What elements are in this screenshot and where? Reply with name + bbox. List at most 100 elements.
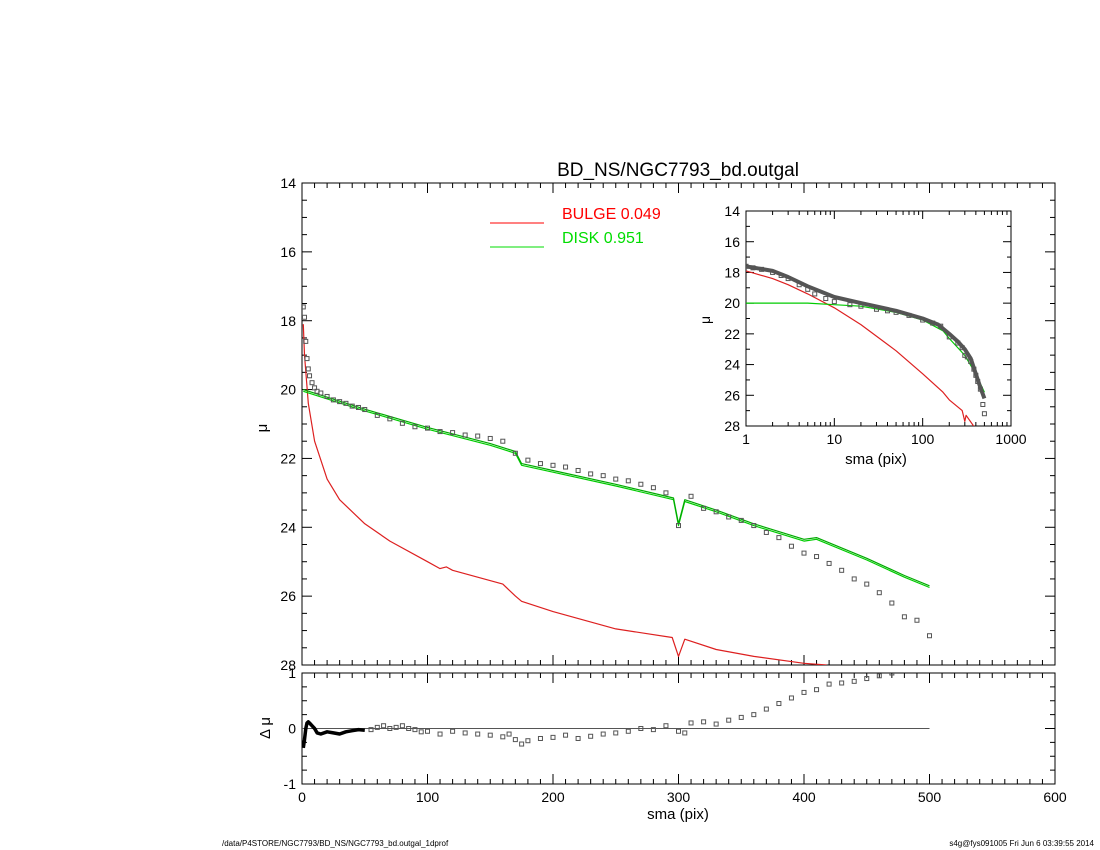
resid-data-point — [763, 706, 769, 712]
resid-xlabel: sma (pix) — [647, 806, 709, 823]
main-ytick-label: 16 — [280, 244, 296, 260]
main-data-point — [638, 481, 644, 487]
main-data-point — [575, 467, 581, 473]
main-data-point — [751, 523, 757, 529]
main-data-point — [437, 429, 443, 435]
main-ylabel: μ — [254, 424, 271, 433]
inset-ytick-label: 20 — [724, 295, 740, 311]
main-data-point — [726, 514, 732, 520]
resid-data-point — [613, 730, 619, 736]
inset-data-point — [778, 273, 784, 278]
main-data-point — [475, 433, 481, 439]
main-ytick-label: 26 — [280, 588, 296, 604]
inset-data-point — [959, 345, 965, 351]
main-data-point — [537, 461, 543, 467]
resid-xtick-label: 100 — [416, 789, 440, 805]
inset-data-point — [831, 299, 837, 305]
main-data-point — [625, 478, 631, 484]
footer-file-path: /data/P4STORE/NGC7793/BD_NS/NGC7793_bd.o… — [222, 839, 449, 848]
main-data-point — [588, 471, 594, 477]
resid-data-point — [437, 731, 443, 737]
resid-data-point — [537, 735, 543, 741]
resid-data-point — [864, 676, 870, 682]
inset-data-point — [975, 378, 981, 384]
inset-data-point — [980, 402, 986, 407]
main-data-point — [901, 614, 907, 620]
main-data-point — [302, 314, 308, 320]
main-data-point — [525, 457, 531, 463]
inset-ytick-label: 26 — [724, 387, 740, 403]
resid-data-point — [751, 712, 757, 718]
main-data-point — [876, 590, 882, 596]
resid-data-point — [889, 673, 895, 676]
inset-data-point — [977, 386, 983, 392]
resid-data-point — [839, 680, 845, 686]
resid-data-point — [387, 726, 393, 731]
resid-xtick-label: 300 — [667, 789, 691, 805]
main-data-point — [318, 390, 324, 396]
inset-data-point — [893, 309, 899, 315]
resid-data-point — [506, 731, 512, 737]
main-data-point — [676, 523, 681, 529]
resid-data-point — [726, 717, 732, 723]
inset-data-point — [973, 372, 979, 378]
inset-data-point — [955, 340, 961, 346]
legend-label-disk: DISK 0.951 — [562, 230, 644, 247]
main-data-point — [330, 397, 336, 403]
main-data-point — [738, 517, 744, 523]
main-ytick-label: 28 — [280, 657, 296, 673]
inset-ytick-label: 28 — [724, 418, 740, 434]
inset-data-point — [785, 276, 791, 282]
resid-data-point — [393, 724, 399, 730]
main-data-point — [362, 407, 368, 413]
resid-data-point — [876, 673, 882, 679]
main-data-point — [776, 535, 782, 541]
inset-data-point — [946, 334, 952, 340]
inset-data-point — [981, 411, 987, 417]
inset-ytick-label: 18 — [724, 264, 740, 280]
resid-data-point — [801, 689, 807, 695]
main-data-point — [349, 403, 355, 409]
main-ytick-label: 18 — [280, 313, 296, 329]
main-data-point — [305, 366, 311, 372]
inset-xtick-label: 10 — [827, 431, 843, 447]
resid-data-point — [462, 730, 468, 736]
main-data-point — [425, 425, 430, 431]
resid-data-point — [638, 726, 644, 731]
resid-data-point — [425, 728, 430, 734]
resid-data-point — [512, 737, 518, 743]
resid-data-point — [826, 681, 832, 687]
main-data-point — [701, 505, 707, 511]
resid-ytick-label: -1 — [284, 776, 297, 792]
main-ytick-label: 20 — [280, 382, 296, 398]
resid-data-point — [676, 728, 681, 734]
main-data-point — [337, 399, 343, 405]
inset-data-point — [971, 366, 977, 372]
resid-data-point — [682, 730, 688, 736]
inset-data-point — [858, 303, 864, 309]
main-data-point — [839, 567, 845, 573]
resid-data-point — [625, 728, 631, 734]
main-ytick-label: 22 — [280, 450, 296, 466]
main-data-point — [864, 581, 870, 587]
main-data-point — [889, 600, 895, 606]
resid-data-point — [814, 687, 820, 693]
resid-xtick-label: 600 — [1043, 789, 1067, 805]
inset-data-point — [885, 308, 891, 314]
main-data-point — [563, 464, 569, 470]
resid-ytick-label: 0 — [288, 721, 296, 737]
main-series-line2 — [303, 389, 930, 587]
resid-ylabel: Δ μ — [257, 717, 274, 739]
footer-timestamp: s4g@fys091005 Fri Jun 6 03:39:55 2014 — [949, 839, 1094, 848]
inset-data-point — [759, 266, 765, 272]
main-data-point — [412, 424, 418, 430]
main-data-point — [826, 560, 832, 566]
resid-data-point — [374, 724, 380, 730]
resid-data-point — [519, 741, 525, 747]
main-data-point — [309, 380, 315, 386]
resid-data-point — [450, 728, 456, 734]
main-data-point — [788, 543, 794, 549]
main-data-point — [550, 462, 556, 468]
main-data-point — [851, 576, 857, 582]
resid-data-point — [475, 731, 481, 737]
